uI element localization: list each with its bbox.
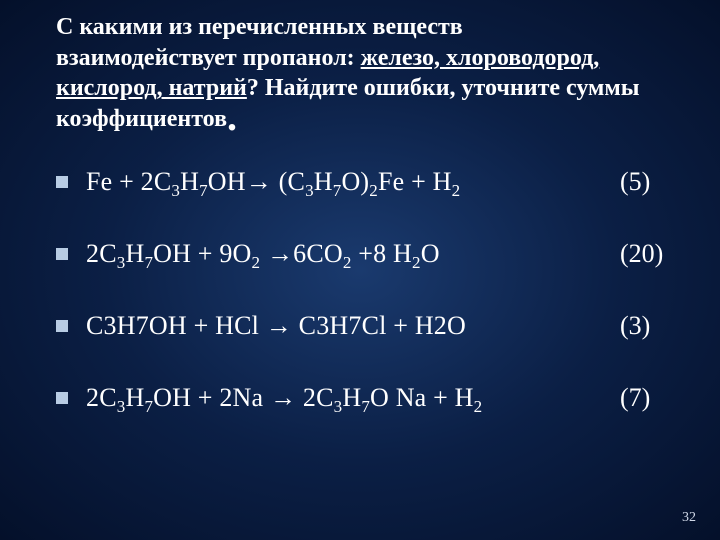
equation-text: C3H7OH + HCl → C3H7Cl + H2O (86, 311, 620, 341)
list-item: 2C3H7OH + 2Na → 2C3H7O Na + H2 (7) (56, 383, 680, 413)
slide: С какими из перечисленных веществ взаимо… (0, 0, 720, 540)
equation-text: 2C3H7OH + 2Na → 2C3H7O Na + H2 (86, 383, 620, 413)
square-bullet-icon (56, 392, 68, 404)
equation-list: Fe + 2C3H7OH→ (C3H7O)2Fe + H2 (5) 2C3H7O… (56, 167, 680, 413)
square-bullet-icon (56, 320, 68, 332)
page-number: 32 (682, 510, 696, 526)
equation-text: 2C3H7OH + 9O2 →6CO2 +8 H2O (86, 239, 620, 269)
square-bullet-icon (56, 248, 68, 260)
coefficient-sum: (20) (620, 239, 680, 269)
square-bullet-icon (56, 176, 68, 188)
list-item: Fe + 2C3H7OH→ (C3H7O)2Fe + H2 (5) (56, 167, 680, 197)
list-item: 2C3H7OH + 9O2 →6CO2 +8 H2O (20) (56, 239, 680, 269)
coefficient-sum: (5) (620, 167, 680, 197)
slide-title: С какими из перечисленных веществ взаимо… (56, 12, 680, 135)
list-item: C3H7OH + HCl → C3H7Cl + H2O (3) (56, 311, 680, 341)
coefficient-sum: (3) (620, 311, 680, 341)
equation-text: Fe + 2C3H7OH→ (C3H7O)2Fe + H2 (86, 167, 620, 197)
coefficient-sum: (7) (620, 383, 680, 413)
title-dot: . (227, 94, 237, 139)
